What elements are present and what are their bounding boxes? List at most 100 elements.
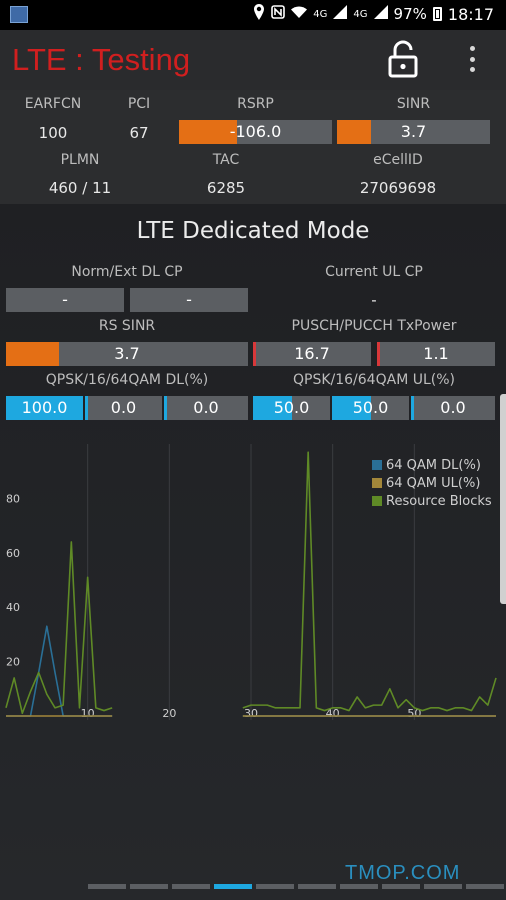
rsrp-bar-fill — [179, 120, 238, 144]
menu-dot-icon — [469, 46, 475, 51]
network-type-label: 4G — [313, 8, 328, 20]
ecellid-label: eCellID — [373, 152, 423, 168]
plmn-value: 460 / 11 — [48, 179, 112, 197]
norm-dl-cp-value-2: - — [186, 290, 192, 309]
menu-dot-icon — [469, 56, 475, 62]
tac-label: TAC — [212, 152, 240, 168]
earfcn-value: 100 — [38, 124, 68, 142]
current-ul-cp-value: - — [371, 291, 377, 309]
norm-dl-cp-box-2: - — [130, 288, 248, 312]
app-title: LTE : Testing — [12, 42, 191, 77]
network-type-label-2: 4G — [353, 8, 368, 20]
page-dot[interactable] — [256, 884, 294, 889]
tac-value: 6285 — [206, 179, 246, 197]
current-ul-cp-label: Current UL CP — [325, 264, 423, 280]
legend-label: 64 QAM DL(%) — [386, 457, 481, 473]
sinr-value: 3.7 — [400, 122, 427, 141]
ul-qpsk-box: 50.0 — [253, 396, 330, 420]
ul-64qam-value: 0.0 — [440, 398, 466, 417]
dl-16qam-box: 0.0 — [85, 396, 162, 420]
lock-open-icon — [388, 40, 418, 78]
rs-sinr-bar-fill — [6, 342, 60, 366]
pucch-txpower-value: 1.1 — [423, 344, 449, 363]
norm-dl-cp-box-1: - — [6, 288, 124, 312]
notification-app-icon — [10, 6, 28, 23]
sinr-label: SINR — [396, 96, 431, 112]
page-dot[interactable] — [424, 884, 462, 889]
ul-16qam-box: 50.0 — [332, 396, 409, 420]
ecellid-value: 27069698 — [359, 179, 437, 197]
dl-qpsk-fill — [6, 396, 83, 420]
nfc-icon — [271, 5, 286, 23]
series-line-2 — [5, 541, 113, 715]
rsrp-label: RSRP — [237, 96, 274, 112]
x-tick-label: 10 — [81, 707, 95, 720]
page-dot[interactable] — [340, 884, 378, 889]
legend-item: 64 QAM UL(%) — [372, 474, 492, 492]
y-tick-label: 40 — [6, 601, 20, 614]
lock-button[interactable] — [384, 40, 422, 78]
sinr-bar: 3.7 — [337, 120, 490, 144]
menu-dot-icon — [469, 67, 475, 72]
wifi-icon — [291, 5, 308, 23]
page-dot[interactable] — [172, 884, 210, 889]
page-dot[interactable] — [130, 884, 168, 889]
legend-swatch — [372, 478, 382, 488]
dl-64qam-marker — [164, 396, 167, 420]
page-dot[interactable] — [88, 884, 126, 889]
dl-qam-label: QPSK/16/64QAM DL(%) — [45, 372, 209, 388]
ul-16qam-fill — [332, 396, 371, 420]
legend-label: Resource Blocks — [386, 493, 492, 509]
rsrp-value: -106.0 — [229, 122, 282, 141]
page-dot[interactable] — [466, 884, 504, 889]
rs-sinr-bar: 3.7 — [6, 342, 248, 366]
cell-info-panel: EARFCN 100 PCI 67 RSRP -106.0 SINR 3.7 P… — [0, 90, 506, 204]
ul-64qam-marker — [411, 396, 414, 420]
pucch-txpower-box: 1.1 — [377, 342, 495, 366]
norm-dl-cp-label: Norm/Ext DL CP — [71, 264, 183, 280]
earfcn-label: EARFCN — [24, 96, 82, 112]
legend-item: Resource Blocks — [372, 492, 492, 510]
pci-label: PCI — [127, 96, 151, 112]
dl-16qam-marker — [85, 396, 88, 420]
norm-dl-cp-value-1: - — [62, 290, 68, 309]
battery-icon — [432, 7, 442, 21]
page-dot[interactable] — [382, 884, 420, 889]
status-bar: 4G 4G 97% 18:17 — [0, 0, 506, 30]
ul-qpsk-value: 50.0 — [273, 398, 310, 417]
dl-64qam-box: 0.0 — [164, 396, 248, 420]
chart-legend: 64 QAM DL(%) 64 QAM UL(%) Resource Block… — [372, 456, 492, 510]
dl-16qam-value: 0.0 — [110, 398, 137, 417]
plmn-label: PLMN — [60, 152, 100, 168]
overflow-menu-button[interactable] — [460, 42, 484, 76]
page-dot[interactable] — [214, 884, 252, 889]
status-icons: 4G 4G 97% 18:17 — [253, 4, 494, 24]
dl-qpsk-box: 100.0 — [6, 396, 83, 420]
rs-sinr-label: RS SINR — [98, 318, 156, 334]
clock: 18:17 — [447, 4, 494, 24]
y-tick-label: 60 — [6, 547, 20, 560]
section-title: LTE Dedicated Mode — [136, 218, 370, 244]
battery-percent: 97% — [393, 5, 427, 23]
page-dot[interactable] — [298, 884, 336, 889]
dl-64qam-value: 0.0 — [193, 398, 219, 417]
pusch-txpower-value: 16.7 — [294, 344, 330, 363]
pci-value: 67 — [129, 124, 149, 142]
location-icon — [253, 4, 265, 24]
dl-qpsk-value: 100.0 — [21, 398, 68, 417]
ul-16qam-value: 50.0 — [352, 398, 389, 417]
watermark: TMOP.COM — [345, 862, 461, 884]
dedicated-mode-panel: LTE Dedicated Mode Norm/Ext DL CP - - Cu… — [0, 204, 506, 900]
sinr-bar-fill — [337, 120, 371, 144]
x-tick-label: 30 — [244, 707, 258, 720]
rs-sinr-value: 3.7 — [114, 344, 140, 363]
side-drawer-handle[interactable] — [500, 394, 506, 604]
legend-item: 64 QAM DL(%) — [372, 456, 492, 474]
signal-icon-2 — [373, 5, 388, 23]
app-bar: LTE : Testing — [0, 30, 506, 90]
x-tick-label: 20 — [162, 707, 176, 720]
y-tick-label: 20 — [6, 656, 20, 669]
legend-swatch — [372, 460, 382, 470]
